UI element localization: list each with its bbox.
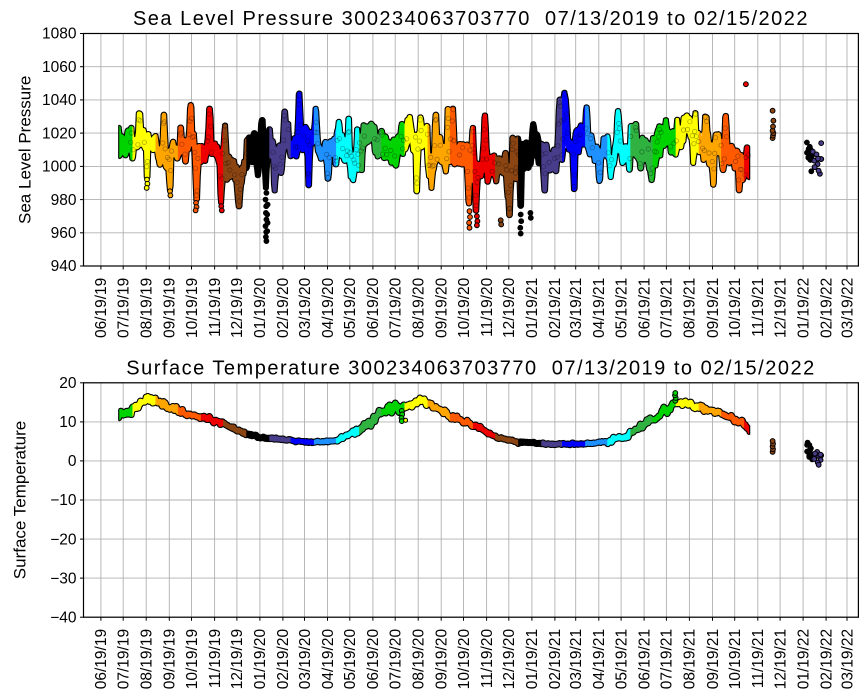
svg-text:01/19/20: 01/19/20: [252, 629, 269, 690]
svg-text:−40: −40: [50, 609, 77, 626]
svg-text:07/19/21: 07/19/21: [659, 278, 676, 338]
svg-text:Sea Level Pressure 30023406370: Sea Level Pressure 300234063703770 07/13…: [133, 8, 809, 30]
svg-text:−10: −10: [50, 492, 77, 509]
svg-text:05/19/20: 05/19/20: [342, 277, 359, 338]
svg-text:01/19/21: 01/19/21: [524, 629, 541, 689]
svg-text:11/19/20: 11/19/20: [479, 277, 496, 337]
svg-text:04/19/21: 04/19/21: [591, 629, 608, 689]
svg-text:11/19/21: 11/19/21: [750, 629, 767, 688]
svg-text:20: 20: [59, 375, 77, 392]
svg-text:11/19/19: 11/19/19: [207, 629, 224, 688]
svg-text:09/19/21: 09/19/21: [705, 629, 722, 689]
svg-text:05/19/20: 05/19/20: [342, 629, 359, 690]
svg-text:08/19/21: 08/19/21: [682, 278, 699, 338]
svg-text:04/19/20: 04/19/20: [320, 277, 337, 338]
svg-text:07/19/20: 07/19/20: [388, 629, 405, 690]
svg-text:940: 940: [51, 258, 77, 275]
svg-text:Surface Temperature: Surface Temperature: [11, 421, 30, 579]
svg-text:02/19/21: 02/19/21: [547, 278, 564, 338]
svg-text:11/19/20: 11/19/20: [479, 629, 496, 689]
svg-text:03/19/22: 03/19/22: [839, 278, 856, 338]
svg-text:09/19/19: 09/19/19: [162, 629, 179, 689]
svg-text:08/19/20: 08/19/20: [411, 629, 428, 690]
svg-text:07/19/19: 07/19/19: [116, 629, 133, 689]
svg-text:06/19/20: 06/19/20: [365, 277, 382, 338]
svg-text:12/19/19: 12/19/19: [229, 278, 246, 338]
svg-text:12/19/21: 12/19/21: [772, 629, 789, 689]
svg-text:01/19/22: 01/19/22: [795, 629, 812, 689]
svg-text:10/19/19: 10/19/19: [184, 629, 201, 689]
svg-text:06/19/19: 06/19/19: [93, 629, 110, 689]
svg-text:01/19/22: 01/19/22: [795, 278, 812, 338]
svg-text:07/19/20: 07/19/20: [388, 277, 405, 338]
svg-text:03/19/21: 03/19/21: [568, 629, 585, 689]
svg-text:0: 0: [68, 453, 77, 470]
svg-text:02/19/22: 02/19/22: [818, 629, 835, 689]
svg-text:09/19/19: 09/19/19: [162, 278, 179, 338]
svg-text:06/19/21: 06/19/21: [636, 278, 653, 338]
svg-text:08/19/19: 08/19/19: [139, 278, 156, 338]
svg-text:06/19/20: 06/19/20: [365, 629, 382, 690]
svg-text:06/19/19: 06/19/19: [93, 278, 110, 338]
svg-text:10/19/20: 10/19/20: [456, 277, 473, 338]
svg-text:04/19/20: 04/19/20: [320, 629, 337, 690]
svg-text:1020: 1020: [42, 125, 77, 142]
svg-text:03/19/20: 03/19/20: [297, 629, 314, 690]
svg-text:07/19/19: 07/19/19: [116, 278, 133, 338]
svg-text:1000: 1000: [42, 159, 77, 176]
svg-text:04/19/21: 04/19/21: [591, 278, 608, 338]
svg-text:02/19/20: 02/19/20: [275, 277, 292, 338]
svg-text:−20: −20: [50, 531, 77, 548]
svg-text:08/19/19: 08/19/19: [139, 629, 156, 689]
svg-text:03/19/21: 03/19/21: [568, 278, 585, 338]
svg-text:02/19/20: 02/19/20: [275, 629, 292, 690]
svg-text:Surface Temperature 3002340637: Surface Temperature 300234063703770 07/1…: [126, 358, 815, 380]
svg-text:12/19/21: 12/19/21: [772, 278, 789, 338]
svg-text:07/19/21: 07/19/21: [659, 629, 676, 689]
svg-text:12/19/19: 12/19/19: [229, 629, 246, 689]
svg-text:12/19/20: 12/19/20: [501, 629, 518, 690]
svg-text:11/19/21: 11/19/21: [750, 278, 767, 337]
svg-text:11/19/19: 11/19/19: [207, 278, 224, 337]
svg-text:03/19/20: 03/19/20: [297, 277, 314, 338]
svg-text:03/19/22: 03/19/22: [839, 629, 856, 689]
svg-text:05/19/21: 05/19/21: [613, 629, 630, 689]
svg-text:09/19/20: 09/19/20: [434, 629, 451, 690]
svg-text:10/19/21: 10/19/21: [727, 629, 744, 689]
svg-text:980: 980: [51, 192, 77, 209]
svg-text:960: 960: [51, 225, 77, 242]
svg-text:12/19/20: 12/19/20: [501, 277, 518, 338]
svg-text:Sea Level Pressure: Sea Level Pressure: [16, 76, 35, 224]
svg-text:−30: −30: [50, 570, 77, 587]
svg-text:08/19/21: 08/19/21: [682, 629, 699, 689]
svg-text:1040: 1040: [42, 92, 77, 109]
svg-text:01/19/21: 01/19/21: [524, 278, 541, 338]
svg-text:09/19/20: 09/19/20: [434, 277, 451, 338]
svg-text:10/19/19: 10/19/19: [184, 278, 201, 338]
svg-text:02/19/21: 02/19/21: [547, 629, 564, 689]
svg-text:09/19/21: 09/19/21: [705, 278, 722, 338]
svg-text:1080: 1080: [42, 26, 77, 43]
svg-text:06/19/21: 06/19/21: [636, 629, 653, 689]
svg-text:05/19/21: 05/19/21: [613, 278, 630, 338]
svg-text:08/19/20: 08/19/20: [411, 277, 428, 338]
svg-text:1060: 1060: [42, 59, 77, 76]
svg-text:10: 10: [59, 414, 77, 431]
svg-text:02/19/22: 02/19/22: [818, 278, 835, 338]
svg-text:01/19/20: 01/19/20: [252, 277, 269, 338]
svg-text:10/19/20: 10/19/20: [456, 629, 473, 690]
svg-text:10/19/21: 10/19/21: [727, 278, 744, 338]
